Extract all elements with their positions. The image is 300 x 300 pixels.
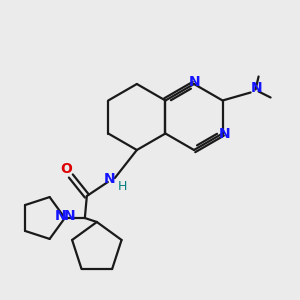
Text: O: O <box>60 162 72 176</box>
Text: N: N <box>64 209 76 223</box>
Text: N: N <box>104 172 116 186</box>
Text: H: H <box>118 181 128 194</box>
Text: N: N <box>219 128 230 142</box>
Text: N: N <box>251 82 262 95</box>
Text: N: N <box>55 209 67 223</box>
Text: N: N <box>189 75 201 89</box>
